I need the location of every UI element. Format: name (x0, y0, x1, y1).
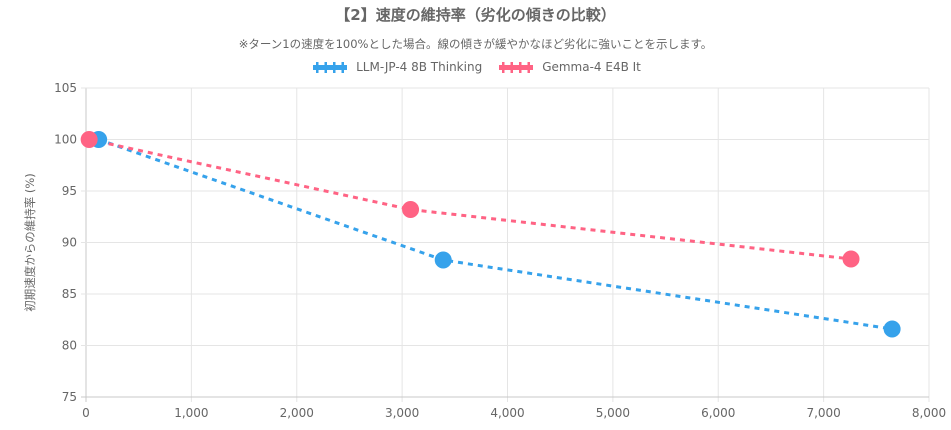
x-tick-label: 1,000 (174, 406, 208, 420)
x-tick-label: 0 (82, 406, 90, 420)
y-tick-label: 75 (62, 390, 77, 404)
legend-label-gemma: Gemma-4 E4B It (542, 60, 641, 74)
data-point-1 (842, 250, 860, 268)
data-point-0 (434, 251, 452, 269)
legend-item-gemma[interactable]: Gemma-4 E4B It (496, 60, 641, 74)
y-tick-label: 105 (54, 81, 77, 95)
y-tick-label: 100 (54, 133, 77, 147)
y-axis-title: 初期速度からの維持率 (%) (23, 173, 37, 312)
data-point-0 (883, 320, 901, 338)
y-tick-label: 95 (62, 184, 77, 198)
legend-swatch-gemma (496, 61, 537, 73)
chart-subtitle: ※ターン1の速度を100%とした場合。線の傾きが緩やかなほど劣化に強いことを示し… (238, 37, 713, 51)
series-line-0 (98, 138, 893, 331)
x-tick-label: 8,000 (912, 406, 946, 420)
series-line-1 (88, 138, 852, 261)
legend-item-llm-jp[interactable]: LLM-JP-4 8B Thinking (310, 60, 482, 74)
data-point-1 (402, 201, 420, 219)
legend: LLM-JP-4 8B Thinking Gemma-4 E4B It (0, 60, 951, 74)
x-tick-label: 7,000 (806, 406, 840, 420)
x-tick-label: 5,000 (596, 406, 630, 420)
y-tick-label: 90 (62, 236, 77, 250)
x-tick-label: 4,000 (490, 406, 524, 420)
legend-swatch-llm-jp (310, 61, 351, 73)
x-tick-label: 3,000 (385, 406, 419, 420)
chart-title: 【2】速度の維持率（劣化の傾きの比較） (335, 6, 616, 24)
legend-label-llm-jp: LLM-JP-4 8B Thinking (356, 60, 483, 74)
y-tick-label: 85 (62, 287, 77, 301)
data-point-1 (80, 131, 98, 148)
x-tick-label: 6,000 (701, 406, 735, 420)
y-tick-label: 80 (62, 339, 77, 353)
x-tick-label: 2,000 (280, 406, 314, 420)
